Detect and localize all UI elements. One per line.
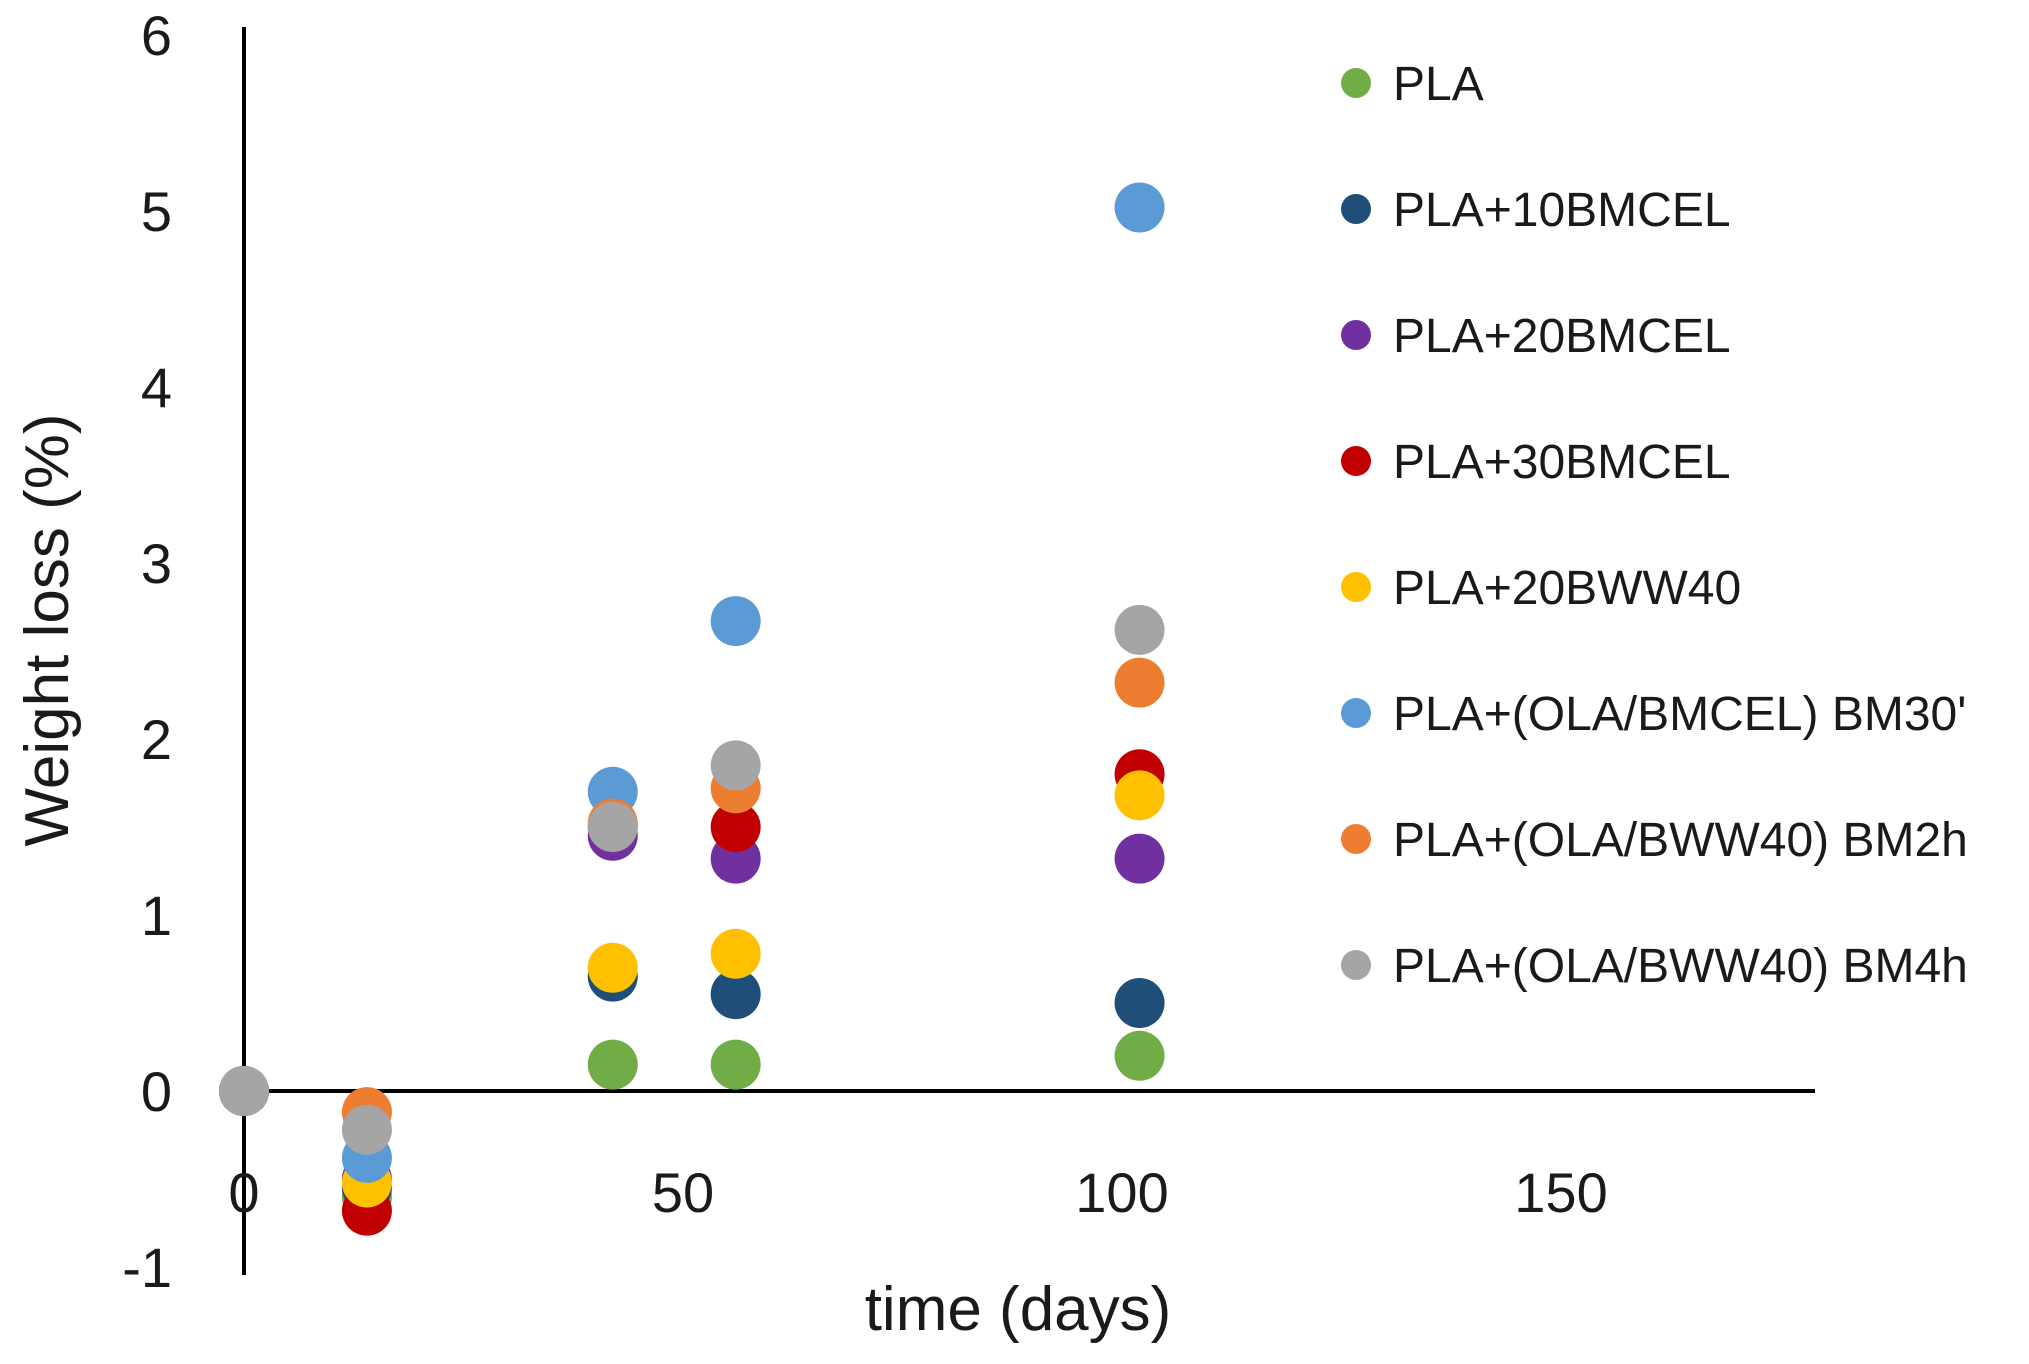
x-tick-label: 150: [1514, 1161, 1607, 1224]
legend-marker: [1341, 194, 1371, 224]
legend-label: PLA+(OLA/BWW40) BM2h: [1393, 814, 1968, 867]
legend-label: PLA+30BMCEL: [1393, 436, 1731, 489]
data-point: [1114, 657, 1165, 708]
legend-marker: [1341, 446, 1371, 476]
data-point: [1114, 770, 1165, 821]
legend-label: PLA: [1393, 58, 1484, 111]
data-point: [710, 740, 761, 791]
data-point: [710, 1039, 761, 1090]
data-point: [710, 928, 761, 979]
data-point: [1114, 833, 1165, 884]
x-tick-label: 50: [652, 1161, 714, 1224]
legend-label: PLA+20BMCEL: [1393, 310, 1731, 363]
x-tick-label: 0: [228, 1161, 259, 1224]
data-point: [587, 942, 638, 993]
legend-marker: [1341, 698, 1371, 728]
legend-label: PLA+(OLA/BMCEL) BM30': [1393, 688, 1966, 741]
data-point: [710, 596, 761, 647]
data-point: [587, 802, 638, 852]
data-point: [710, 802, 761, 852]
x-tick-label: 100: [1075, 1161, 1168, 1224]
y-tick-label: 5: [141, 180, 172, 243]
data-points: [219, 182, 1165, 1236]
data-point: [341, 1104, 392, 1155]
data-point: [1114, 978, 1165, 1028]
legend: PLA PLA+10BMCEL PLA+20BMCEL PLA+30BMCEL PLA+…: [1341, 58, 1968, 993]
legend-marker: [1341, 950, 1371, 980]
data-point: [587, 1039, 638, 1090]
legend-label: PLA+10BMCEL: [1393, 184, 1731, 237]
series-pla-ola-bww40-bm4h: [219, 604, 1165, 1155]
y-tick-label: 1: [141, 884, 172, 947]
y-tick-label: 6: [141, 4, 172, 67]
x-axis-title: time (days): [865, 1275, 1172, 1344]
legend-label: PLA+(OLA/BWW40) BM4h: [1393, 940, 1968, 993]
y-tick-label: 3: [141, 532, 172, 595]
y-axis-title: Weight loss (%): [13, 414, 82, 847]
data-point: [1114, 182, 1165, 233]
legend-marker: [1341, 824, 1371, 854]
y-tick-label: 2: [141, 708, 172, 771]
data-point: [1114, 604, 1165, 655]
series-pla-ola-bmcel-bm30-: [219, 182, 1165, 1183]
series-pla-ola-bww40-bm2h: [219, 657, 1165, 1138]
data-point: [1114, 1030, 1165, 1081]
legend-label: PLA+20BWW40: [1393, 562, 1741, 615]
y-tick-label: 4: [141, 356, 172, 419]
legend-marker: [1341, 68, 1371, 98]
y-tick-label: -1: [122, 1236, 172, 1299]
y-tick-label: 0: [141, 1060, 172, 1123]
data-point: [710, 969, 761, 1020]
legend-marker: [1341, 572, 1371, 602]
legend-marker: [1341, 320, 1371, 350]
axes: -1 0 1 2 3 4 5 6 0 50 100 150: [122, 4, 1815, 1299]
data-point: [219, 1066, 269, 1116]
